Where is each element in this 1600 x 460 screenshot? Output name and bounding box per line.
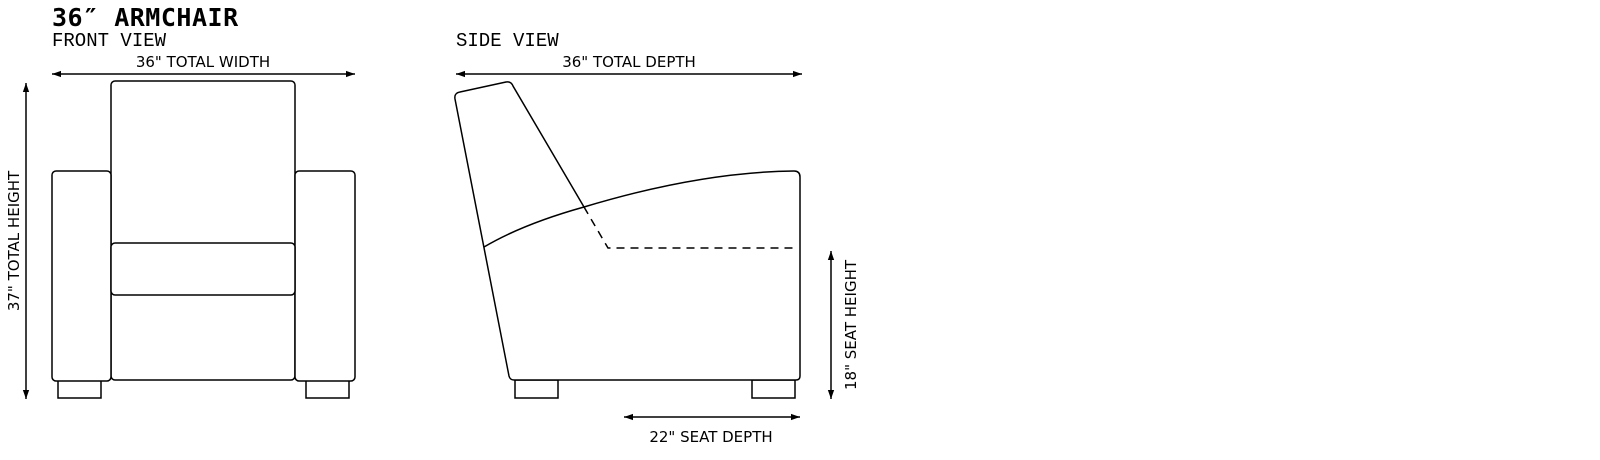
front-left-foot: [57, 379, 102, 399]
drawing-title: 36″ ARMCHAIR: [52, 3, 239, 32]
front-width-dimension-text: 36" TOTAL WIDTH: [136, 53, 270, 71]
front-backrest: [110, 80, 296, 381]
side-view-label: SIDE VIEW: [456, 30, 559, 52]
front-view-label: FRONT VIEW: [52, 30, 167, 52]
side-back-foot: [751, 379, 796, 399]
front-view: 36" TOTAL WIDTH 37" TOTAL HEIGHT: [5, 53, 356, 399]
front-right-foot: [305, 379, 350, 399]
side-front-foot: [514, 379, 559, 399]
side-hidden-seat-line: [583, 206, 796, 249]
side-seat-depth-dimension-text: 22" SEAT DEPTH: [649, 428, 772, 446]
side-depth-dimension-text: 36" TOTAL DEPTH: [562, 53, 696, 71]
front-right-arm: [294, 170, 356, 382]
front-seat-cushion: [110, 242, 296, 296]
side-seat-height-dimension-text: 18" SEAT HEIGHT: [842, 259, 860, 390]
side-view: 36" TOTAL DEPTH 18" SEAT HEIGHT 22" SEAT…: [454, 53, 860, 446]
front-left-arm: [51, 170, 112, 382]
front-height-dimension-text: 37" TOTAL HEIGHT: [5, 170, 23, 311]
side-arm-curve: [483, 206, 585, 248]
side-body-outline: [454, 81, 801, 381]
